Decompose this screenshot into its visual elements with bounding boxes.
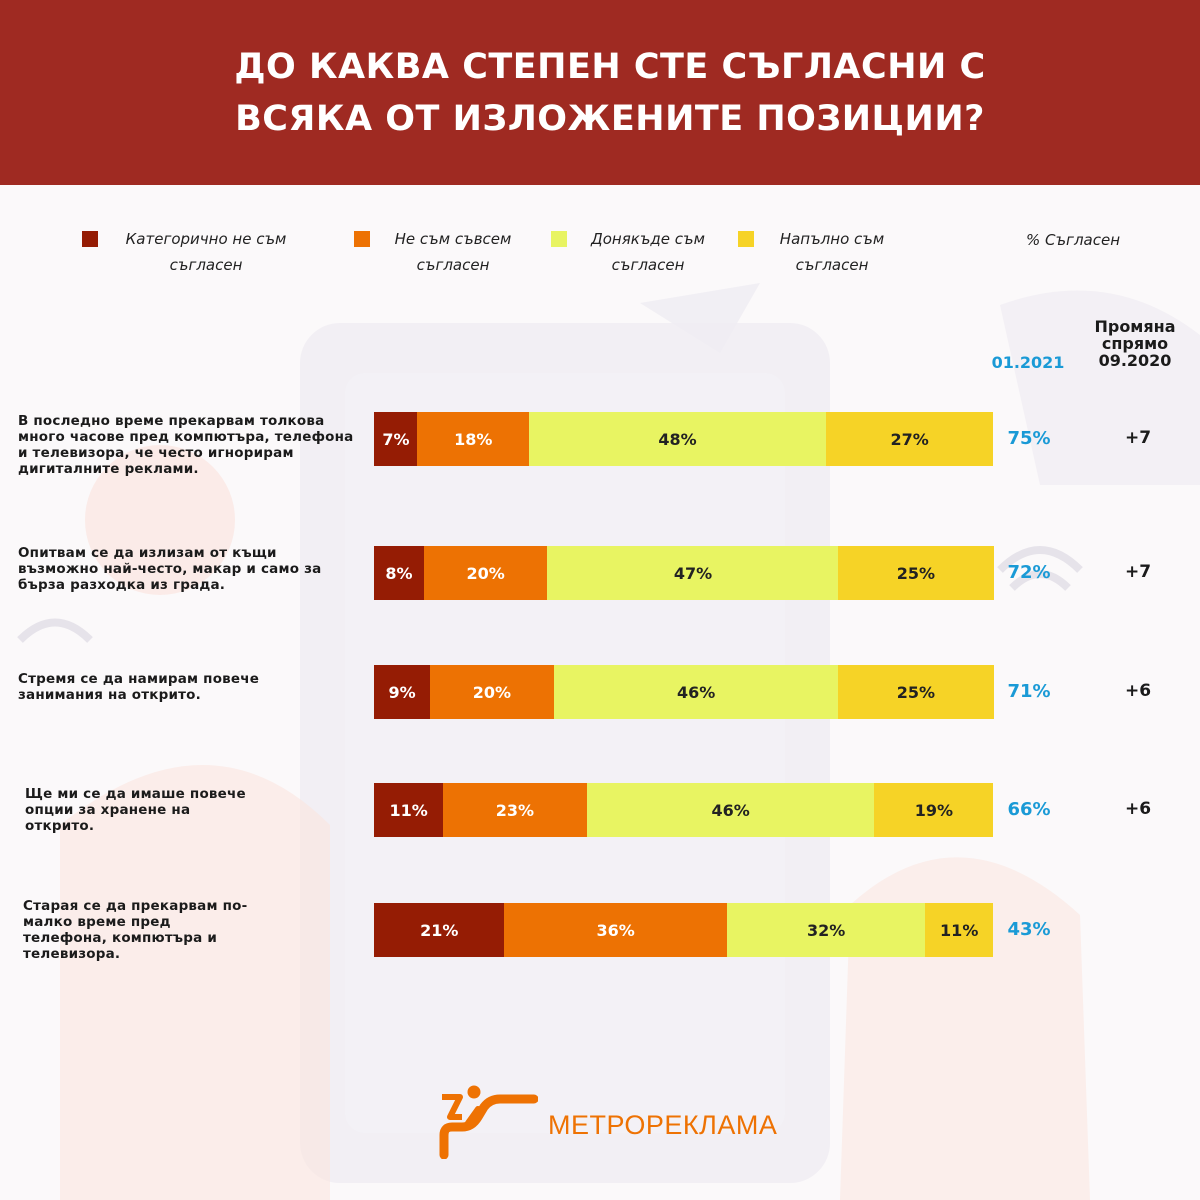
- bar-value-label: 11%: [940, 920, 979, 940]
- bar-value-label: 20%: [466, 563, 505, 583]
- current-date-header: 01.2021: [991, 353, 1065, 372]
- bar-segment-fully-agree: 25%: [838, 665, 994, 719]
- agree-total-label: 72%: [1007, 562, 1051, 583]
- bar-value-label: 9%: [388, 682, 416, 702]
- bar-value-label: 23%: [495, 800, 535, 820]
- agree-total-label: 71%: [1007, 681, 1051, 702]
- legend-label: Напълно съм съгласен: [779, 230, 885, 274]
- bar-segment-strongly-disagree: 8%: [374, 546, 425, 600]
- bar-segment-disagree: 36%: [503, 903, 728, 957]
- bar-value-label: 48%: [658, 429, 697, 449]
- legend-label: Категорично не съм съгласен: [125, 230, 287, 274]
- bar-segment-disagree: 20%: [423, 546, 548, 600]
- bar-segment-disagree: 18%: [417, 412, 530, 466]
- bar-segment-strongly-disagree: 7%: [374, 412, 418, 466]
- bar-segment-fully-agree: 25%: [838, 546, 994, 600]
- bar-value-label: 46%: [676, 682, 716, 702]
- bar-value-label: 18%: [454, 429, 493, 449]
- bar-segment-fully-agree: 27%: [825, 412, 994, 466]
- legend-item-strongly-disagree: Категорично не съм съгласен: [82, 226, 306, 278]
- bar-segment-disagree: 20%: [429, 665, 554, 719]
- agree-total-label: 66%: [1007, 799, 1051, 820]
- statement-label: Опитвам се да излизам от къщи възможно н…: [18, 545, 322, 593]
- statement-label: Старая се да прекарвам по-малко време пр…: [23, 898, 248, 962]
- bar-segment-fully-agree: 11%: [924, 903, 994, 957]
- bar-value-label: 36%: [596, 920, 635, 940]
- bar-segment-somewhat-agree: 47%: [547, 546, 839, 600]
- change-label: +6: [1124, 799, 1152, 819]
- change-label: +6: [1124, 681, 1152, 701]
- bar-value-label: 46%: [711, 800, 750, 820]
- legend-item-disagree: Не съм съвсем съгласен: [354, 226, 528, 278]
- bar-segment-disagree: 23%: [442, 783, 588, 837]
- legend-label: Не съм съвсем съгласен: [394, 230, 512, 274]
- brand-name: МЕТРОРЕКЛАМА: [548, 1109, 778, 1140]
- bar-segment-somewhat-agree: 46%: [586, 783, 875, 837]
- bar-value-label: 32%: [806, 920, 846, 940]
- change-label: +7: [1124, 562, 1152, 582]
- bar-value-label: 21%: [420, 920, 459, 940]
- statement-label: В последно време прекарвам толкова много…: [18, 413, 354, 477]
- legend-item-fully-agree: Напълно съм съгласен: [738, 226, 902, 278]
- statement-label: Стремя се да намирам повече занимания на…: [18, 671, 260, 703]
- legend-label: Донякъде съм съгласен: [591, 230, 705, 274]
- brand-logo: МЕТРОРЕКЛАМА: [438, 1083, 777, 1159]
- metroreklama-logo-icon: [439, 1085, 538, 1159]
- title-banner: ДО КАКВА СТЕПЕН СТЕ СЪГЛАСНИ С ВСЯКА ОТ …: [0, 0, 1200, 185]
- bar-segment-somewhat-agree: 48%: [528, 412, 827, 466]
- bar-segment-fully-agree: 19%: [874, 783, 994, 837]
- change-label: +7: [1124, 428, 1152, 448]
- agree-total-label: 75%: [1007, 428, 1051, 449]
- statement-label: Ще ми се да имаше повече опции за хранен…: [25, 786, 246, 834]
- bar-value-label: 7%: [382, 429, 410, 449]
- bar-value-label: 27%: [890, 429, 929, 449]
- bar-segment-strongly-disagree: 11%: [374, 783, 444, 837]
- bar-value-label: 25%: [896, 563, 936, 583]
- bar-value-label: 25%: [896, 682, 936, 702]
- agree-pct-header: % Съгласен: [1025, 231, 1121, 249]
- bar-value-label: 47%: [673, 563, 713, 583]
- legend-swatch: [738, 231, 754, 247]
- legend-swatch: [82, 231, 98, 247]
- chart-title: ДО КАКВА СТЕПЕН СТЕ СЪГЛАСНИ С ВСЯКА ОТ …: [234, 46, 986, 139]
- change-header: Промяна спрямо 09.2020: [1094, 317, 1176, 370]
- agree-total-label: 43%: [1007, 919, 1051, 940]
- bar-value-label: 8%: [385, 563, 413, 583]
- bar-value-label: 11%: [389, 800, 428, 820]
- legend-swatch: [354, 231, 370, 247]
- legend-swatch: [551, 231, 567, 247]
- bar-segment-somewhat-agree: 46%: [553, 665, 839, 719]
- bar-segment-strongly-disagree: 9%: [374, 665, 431, 719]
- bar-segment-somewhat-agree: 32%: [726, 903, 926, 957]
- bar-value-label: 19%: [914, 800, 953, 820]
- bar-value-label: 20%: [472, 682, 511, 702]
- legend-item-somewhat-agree: Донякъде съм съгласен: [551, 226, 721, 278]
- bar-segment-strongly-disagree: 21%: [374, 903, 505, 957]
